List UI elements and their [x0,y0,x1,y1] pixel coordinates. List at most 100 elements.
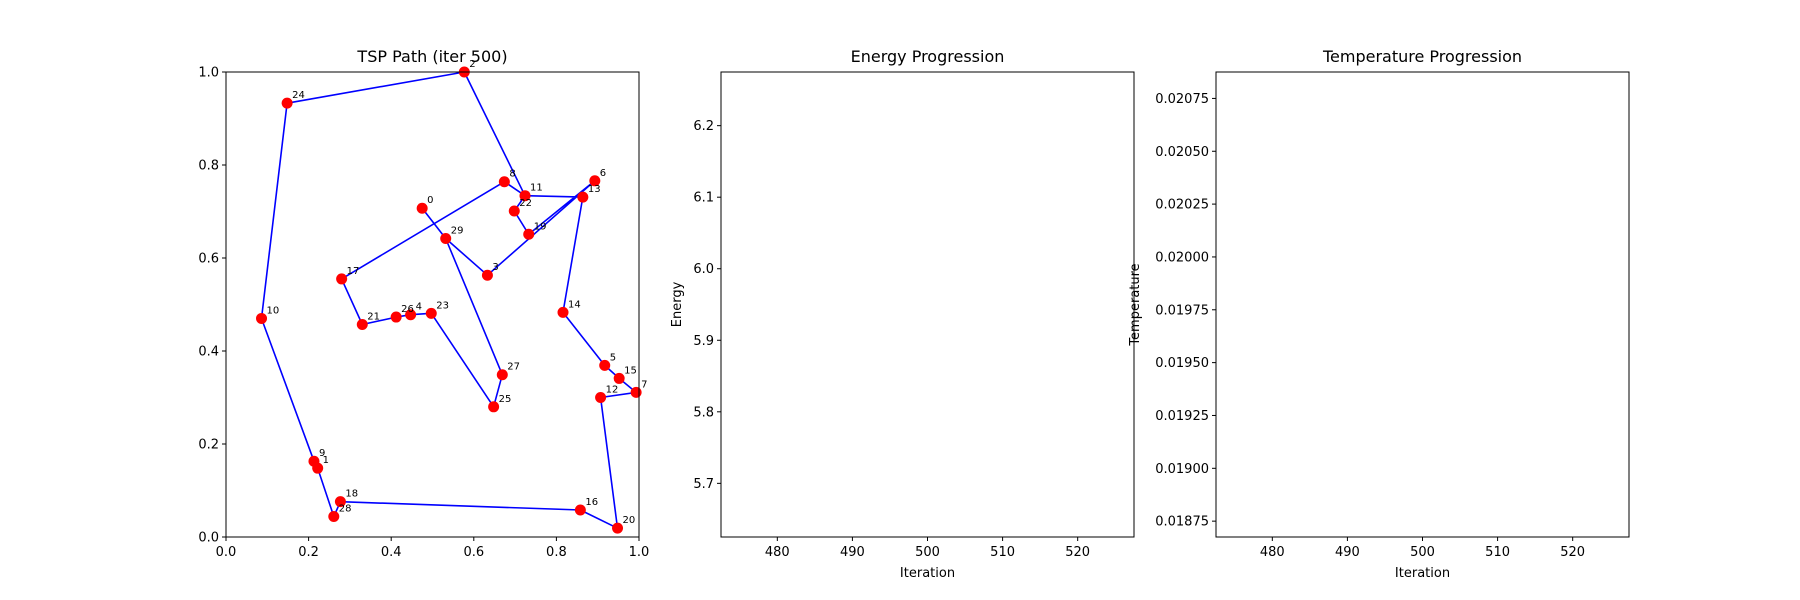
city-label: 25 [499,394,512,405]
y-tick-label: 0.01900 [1155,462,1209,477]
tsp-city-points [256,66,642,534]
city-label: 18 [345,489,358,500]
temperature-axes-frame [1215,71,1630,538]
y-tick-label: 0.02050 [1155,145,1209,160]
city-label: 14 [568,299,581,310]
x-tick-label: 490 [840,545,865,560]
city-label: 7 [641,379,647,390]
city-point [612,522,624,534]
temperature-ticks: 480 490 500 510 520 0.01875 0.01900 0.01925 0.01… [1155,92,1585,560]
city-label: 15 [624,365,637,376]
city-label: 10 [267,305,280,316]
x-tick-label: 500 [1410,545,1435,560]
energy-subplot: Energy Progression 480 490 500 510 520 5.7 5.8… [670,47,1135,581]
city-label: 8 [509,169,515,180]
city-label: 26 [401,304,414,315]
city-point [334,496,346,508]
city-label: 11 [530,183,543,194]
city-point [574,504,586,516]
tsp-path-subplot: TSP Path (iter 500) 0.0 0.2 0.4 0.6 0.8 1.0 0.… [198,47,649,560]
tsp-path-axes-frame [225,71,640,538]
y-tick-label: 0.02025 [1155,198,1209,213]
x-tick-label: 510 [1485,545,1510,560]
city-label: 3 [492,262,498,273]
y-tick-label: 6.2 [693,119,714,134]
city-point [390,311,402,323]
x-tick-label: 0.6 [463,545,484,560]
energy-axes-frame [720,71,1135,538]
x-tick-label: 0.0 [216,545,237,560]
energy-ticks: 480 490 500 510 520 5.7 5.8 5.9 6.0 6.1 6.2 [693,119,1090,560]
tsp-path-title: TSP Path (iter 500) [356,47,507,66]
x-tick-label: 490 [1335,545,1360,560]
y-tick-label: 0.0 [198,531,219,546]
y-tick-label: 6.0 [693,262,714,277]
city-point [440,232,452,244]
x-tick-label: 480 [1260,545,1285,560]
x-tick-label: 480 [765,545,790,560]
city-point [356,318,368,330]
y-tick-label: 0.2 [198,438,219,453]
city-point [481,269,493,281]
y-tick-label: 0.01950 [1155,356,1209,371]
x-tick-label: 500 [915,545,940,560]
city-label: 24 [292,90,305,101]
city-point [595,392,607,403]
y-tick-label: 0.02000 [1155,250,1209,265]
city-label: 29 [451,225,464,236]
y-tick-label: 0.01875 [1155,515,1209,530]
x-tick-label: 0.8 [546,545,567,560]
energy-y-axis-label: Energy [670,281,685,327]
city-point [613,372,625,384]
temperature-x-axis-label: Iteration [1395,566,1450,581]
city-label: 21 [367,311,380,322]
city-label: 6 [600,168,606,179]
city-label: 17 [347,266,360,277]
tsp-path-ticks: 0.0 0.2 0.4 0.6 0.8 1.0 0.0 0.2 0.4 0.6 0.8 1.0 [198,66,649,561]
y-tick-label: 0.6 [198,252,219,267]
city-point [308,455,320,467]
city-point [281,97,293,109]
x-tick-label: 0.4 [381,545,402,560]
x-tick-label: 520 [1065,545,1090,560]
city-point [519,190,531,202]
city-point [328,511,340,523]
city-label: 0 [427,195,433,206]
energy-title: Energy Progression [851,47,1005,66]
x-tick-label: 1.0 [629,545,650,560]
y-tick-label: 0.01975 [1155,303,1209,318]
city-label: 23 [436,300,449,311]
y-tick-label: 0.01925 [1155,409,1209,424]
x-tick-label: 510 [990,545,1015,560]
city-point [336,273,348,285]
city-label: 4 [416,302,422,313]
city-point [496,369,508,381]
city-point [498,176,510,188]
city-label: 13 [588,184,601,195]
city-label: 12 [606,385,619,396]
temperature-subplot: Temperature Progression 480 490 500 510 520 0… [1128,47,1630,581]
city-point [630,386,642,398]
city-label: 20 [623,515,636,526]
city-point [589,175,601,187]
x-tick-label: 520 [1560,545,1585,560]
city-point [523,228,535,240]
y-tick-label: 1.0 [198,66,219,81]
city-point [599,359,611,371]
city-point [405,309,417,321]
city-point [425,307,437,319]
tsp-city-labels: 0123456789101112131415161718192021222324… [267,59,648,526]
city-label: 9 [319,448,325,459]
city-label: 1 [323,455,329,466]
y-tick-label: 5.9 [693,334,714,349]
city-label: 27 [507,362,520,373]
y-tick-label: 5.8 [693,405,714,420]
temperature-title: Temperature Progression [1322,47,1522,66]
temperature-y-axis-label: Temperature [1128,263,1143,346]
city-label: 19 [534,221,547,232]
city-label: 5 [610,352,616,363]
city-point [557,306,569,318]
city-point [256,312,268,324]
